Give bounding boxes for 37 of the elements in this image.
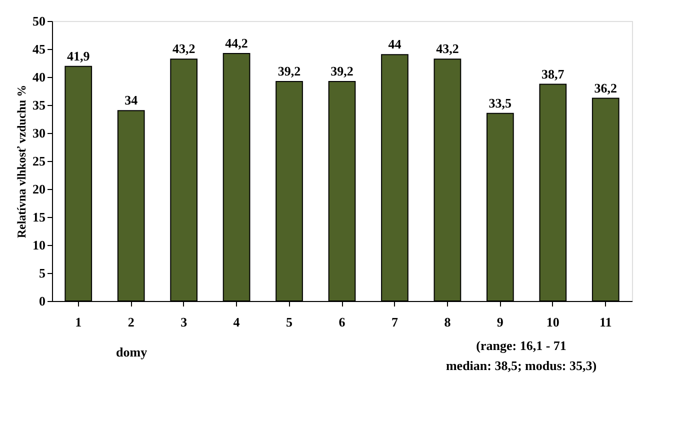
y-tick-label: 20 — [32, 182, 46, 196]
data-label: 38,7 — [542, 66, 565, 82]
x-tick-label: 4 — [233, 314, 240, 330]
y-tick-label: 35 — [32, 98, 46, 112]
y-tick-label: 25 — [32, 154, 46, 168]
data-label: 34 — [124, 92, 138, 108]
y-tick-label: 30 — [32, 126, 46, 140]
x-tick-label: 11 — [599, 314, 612, 330]
x-tick-label: 5 — [286, 314, 294, 330]
x-tick-label: 1 — [75, 314, 82, 330]
x-axis-title: domy — [116, 344, 148, 360]
x-tick-label: 9 — [496, 314, 504, 330]
x-tick-label: 6 — [338, 314, 346, 330]
data-label: 44 — [388, 36, 402, 52]
data-label: 44,2 — [225, 35, 248, 50]
data-label: 39,2 — [330, 63, 354, 78]
data-label: 36,2 — [594, 80, 618, 96]
y-tick-label: 0 — [39, 294, 46, 308]
text: median: 38,5; modus: 35,3) — [446, 358, 597, 373]
x-tick-label: 2 — [128, 314, 134, 330]
y-tick-label: 50 — [32, 14, 46, 28]
y-tick-label: 45 — [32, 42, 46, 56]
x-tick-label: 8 — [444, 314, 452, 330]
data-label: 41,9 — [66, 48, 90, 64]
data-label: 39,2 — [278, 63, 301, 78]
y-tick-label: 40 — [32, 70, 46, 84]
y-axis-title: Relatívna vlhkosť vzduchu % — [14, 84, 28, 238]
data-label: 43,2 — [436, 41, 459, 56]
y-tick-label: 15 — [32, 210, 46, 224]
text: (range: 16,1 - 71 — [476, 338, 566, 353]
x-tick-label: 7 — [391, 314, 398, 330]
x-tick-label: 10 — [546, 314, 560, 330]
x-tick-label: 3 — [180, 314, 188, 330]
y-tick-label: 5 — [39, 266, 46, 280]
y-tick-label: 10 — [32, 238, 46, 252]
data-label: 33,5 — [488, 95, 512, 110]
data-label: 43,2 — [172, 41, 196, 56]
